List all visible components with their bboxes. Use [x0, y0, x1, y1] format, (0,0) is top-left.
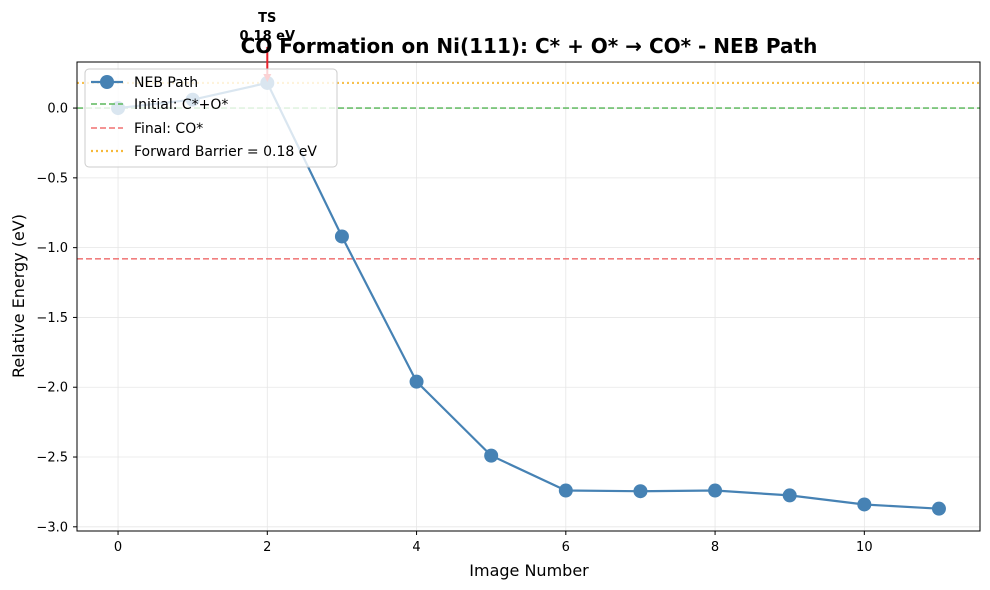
data-point: [857, 497, 872, 512]
data-point: [708, 483, 723, 498]
legend: NEB Path Initial: C*+O* Final: CO* Forwa…: [84, 68, 338, 168]
data-point: [334, 229, 349, 244]
legend-label-neb-path: NEB Path: [134, 75, 198, 91]
data-point: [931, 501, 946, 516]
legend-marker-neb-path: [100, 75, 114, 89]
x-tick-label: 6: [562, 540, 570, 555]
x-ticks: 0 2 4 6 8 10: [114, 531, 873, 555]
data-point: [782, 488, 797, 503]
y-tick-label: −1.0: [36, 241, 68, 256]
legend-label-final: Final: CO*: [134, 121, 203, 137]
data-point: [409, 374, 424, 389]
y-tick-label: −2.5: [36, 451, 68, 466]
y-tick-label: −0.5: [36, 171, 68, 186]
plot-frame: [76, 61, 981, 532]
x-tick-label: 2: [263, 540, 271, 555]
x-tick-label: 4: [412, 540, 420, 555]
legend-entry-final: Final: CO*: [91, 121, 203, 137]
data-point: [558, 483, 573, 498]
legend-entry-neb-path: NEB Path: [91, 75, 198, 91]
data-point: [633, 484, 648, 499]
ts-energy-label: 0.18 eV: [240, 29, 295, 44]
grid: [77, 62, 980, 531]
x-tick-label: 8: [711, 540, 719, 555]
legend-label-initial: Initial: C*+O*: [134, 97, 228, 113]
y-axis-label: Relative Energy (eV): [9, 214, 28, 378]
y-tick-label: −2.0: [36, 381, 68, 396]
legend-label-barrier: Forward Barrier = 0.18 eV: [134, 144, 317, 160]
y-ticks: 0.0 −0.5 −1.0 −1.5 −2.0 −2.5 −3.0: [36, 102, 77, 535]
x-axis-label: Image Number: [469, 561, 589, 580]
data-point: [484, 448, 499, 463]
legend-entry-initial: Initial: C*+O*: [91, 97, 228, 113]
y-tick-label: −3.0: [36, 520, 68, 535]
legend-box: [84, 68, 338, 168]
chart-title: CO Formation on Ni(111): C* + O* → CO* -…: [241, 34, 818, 58]
legend-entry-barrier: Forward Barrier = 0.18 eV: [91, 144, 317, 160]
y-tick-label: −1.5: [36, 311, 68, 326]
ts-label: TS: [258, 11, 276, 26]
x-tick-label: 0: [114, 540, 122, 555]
x-tick-label: 10: [856, 540, 873, 555]
y-tick-label: 0.0: [47, 102, 68, 117]
